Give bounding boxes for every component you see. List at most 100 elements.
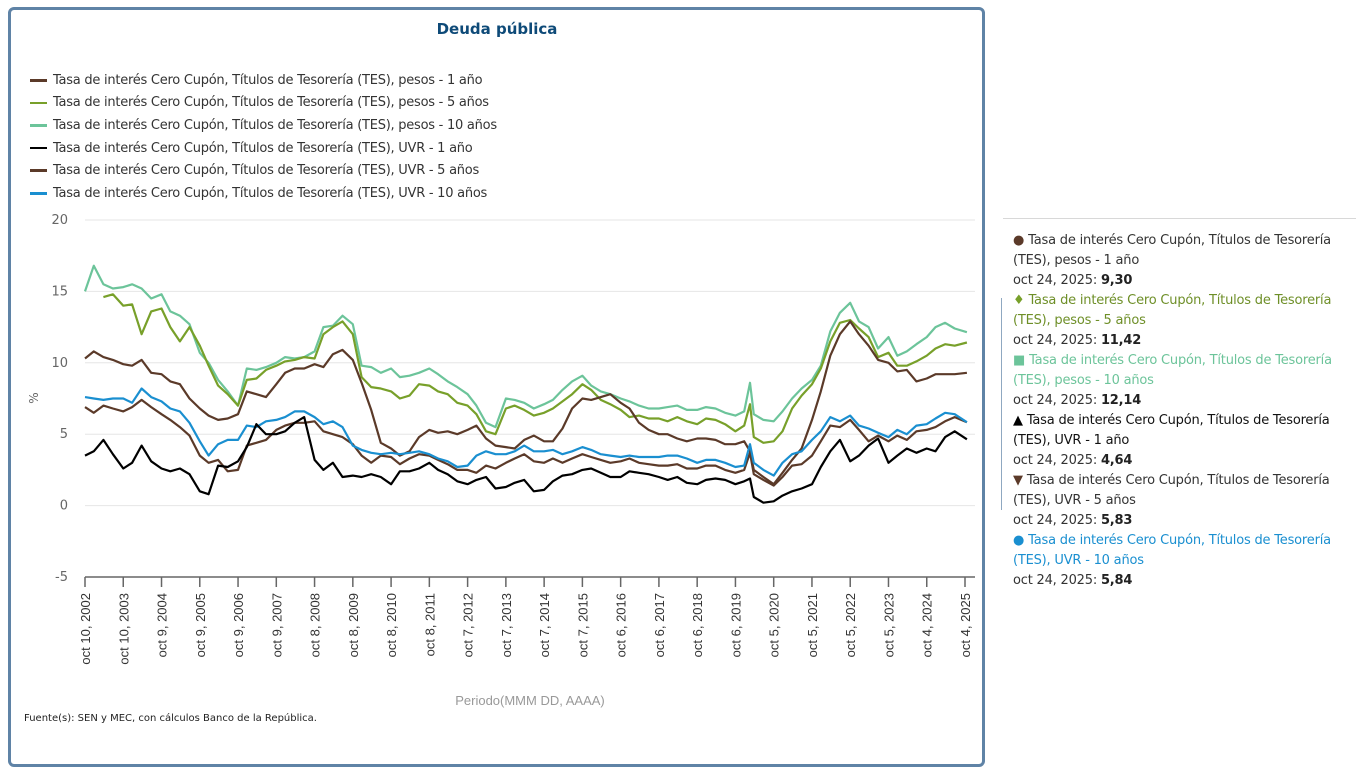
tooltip-series-name-cont: (TES), pesos - 1 año xyxy=(1013,253,1140,268)
legend-item-uvr-10[interactable]: Tasa de interés Cero Cupón, Títulos de T… xyxy=(30,182,497,205)
tooltip: ● Tasa de interés Cero Cupón, Títulos de … xyxy=(1003,218,1356,744)
x-tick-label: oct 5, 2021 xyxy=(805,593,820,657)
tooltip-series-name: Tasa de interés Cero Cupón, Títulos de T… xyxy=(1028,233,1331,248)
series-line xyxy=(84,416,968,504)
legend-item-uvr-5[interactable]: Tasa de interés Cero Cupón, Títulos de T… xyxy=(30,159,497,182)
legend-swatch-icon xyxy=(30,169,47,172)
legend-swatch-icon xyxy=(30,101,47,105)
grid-lines xyxy=(85,219,975,507)
legend-item-pesos-10[interactable]: Tasa de interés Cero Cupón, Títulos de T… xyxy=(30,114,497,137)
x-tick-label: oct 6, 2019 xyxy=(728,593,743,657)
source-note: Fuente(s): SEN y MEC, con cálculos Banco… xyxy=(24,713,317,724)
x-tick-label: oct 5, 2020 xyxy=(767,593,782,657)
tooltip-value: 5,83 xyxy=(1100,513,1133,528)
x-tick-label: oct 7, 2012 xyxy=(461,593,476,657)
series-line xyxy=(84,387,968,477)
x-tick-label: oct 9, 2006 xyxy=(231,593,246,657)
legend-item-uvr-1[interactable]: Tasa de interés Cero Cupón, Títulos de T… xyxy=(30,137,497,160)
legend-item-pesos-1[interactable]: Tasa de interés Cero Cupón, Títulos de T… xyxy=(30,69,497,92)
legend-label: Tasa de interés Cero Cupón, Títulos de T… xyxy=(53,117,497,133)
y-tick-label: 0 xyxy=(60,499,68,514)
tooltip-value: 4,64 xyxy=(1100,453,1133,468)
y-axis-ticks: -5 0 5 10 15 20 xyxy=(51,213,68,585)
legend-swatch-icon xyxy=(30,124,47,127)
tooltip-series-name-cont: (TES), pesos - 5 años xyxy=(1013,313,1146,328)
x-tick-label: oct 7, 2013 xyxy=(499,593,514,657)
tooltip-series-name: Tasa de interés Cero Cupón, Títulos de T… xyxy=(1028,293,1332,308)
tooltip-item-uvr-1: ▲ Tasa de interés Cero Cupón, Títulos de … xyxy=(1013,411,1353,471)
tooltip-item-uvr-5: ▼ Tasa de interés Cero Cupón, Títulos de … xyxy=(1013,471,1353,531)
y-axis-title: % xyxy=(27,392,41,403)
chart-legend: Tasa de interés Cero Cupón, Títulos de T… xyxy=(30,69,497,205)
x-axis-title: Periodo(MMM DD, AAAA) xyxy=(455,693,605,708)
x-tick-label: oct 9, 2004 xyxy=(155,593,170,657)
legend-swatch-icon xyxy=(30,146,47,150)
tooltip-date: oct 24, 2025: xyxy=(1013,333,1098,348)
tooltip-item-pesos-10: ■ Tasa de interés Cero Cupón, Títulos de … xyxy=(1013,351,1353,411)
series-line xyxy=(84,320,968,486)
tooltip-series-name-cont: (TES), UVR - 5 años xyxy=(1013,493,1136,508)
y-tick-label: -5 xyxy=(55,570,68,585)
tooltip-series-name: Tasa de interés Cero Cupón, Títulos de T… xyxy=(1028,533,1331,548)
circle-marker-icon: ● xyxy=(1013,533,1025,548)
y-tick-label: 5 xyxy=(60,427,68,442)
x-tick-label: oct 6, 2017 xyxy=(652,593,667,657)
triangle-down-marker-icon: ▼ xyxy=(1013,473,1023,488)
y-tick-label: 10 xyxy=(51,356,68,371)
tooltip-date: oct 24, 2025: xyxy=(1013,573,1098,588)
series-line xyxy=(103,293,968,444)
x-tick-label: oct 4, 2025 xyxy=(958,593,973,657)
x-tick-label: oct 6, 2018 xyxy=(690,593,705,657)
x-tick-label: oct 9, 2005 xyxy=(193,593,208,657)
diamond-marker-icon: ♦ xyxy=(1013,293,1025,308)
circle-marker-icon: ● xyxy=(1013,233,1025,248)
x-tick-label: oct 5, 2023 xyxy=(881,593,896,657)
tooltip-value: 12,14 xyxy=(1100,393,1142,408)
legend-label: Tasa de interés Cero Cupón, Títulos de T… xyxy=(53,72,483,88)
tooltip-rule xyxy=(1001,298,1002,510)
legend-item-pesos-5[interactable]: Tasa de interés Cero Cupón, Títulos de T… xyxy=(30,92,497,115)
chart-title: Deuda pública xyxy=(436,20,558,38)
tooltip-value: 9,30 xyxy=(1100,273,1133,288)
chart-plot[interactable]: -5 0 5 10 15 20 oct 10, 2002 oct 10, 2003 oct 9… xyxy=(0,0,990,743)
series-line xyxy=(84,398,968,487)
tooltip-date: oct 24, 2025: xyxy=(1013,453,1098,468)
x-tick-label: oct 9, 2007 xyxy=(269,593,284,657)
x-tick-label: oct 7, 2015 xyxy=(575,593,590,657)
x-tick-label: oct 7, 2014 xyxy=(537,593,552,657)
tooltip-date: oct 24, 2025: xyxy=(1013,273,1098,288)
tooltip-value: 11,42 xyxy=(1100,333,1142,348)
x-tick-label: oct 8, 2009 xyxy=(346,593,361,657)
y-tick-label: 15 xyxy=(51,284,68,299)
tooltip-item-uvr-10: ● Tasa de interés Cero Cupón, Títulos de … xyxy=(1013,531,1353,591)
tooltip-series-name: Tasa de interés Cero Cupón, Títulos de T… xyxy=(1029,353,1332,368)
tooltip-series-name: Tasa de interés Cero Cupón, Títulos de T… xyxy=(1026,413,1330,428)
legend-label: Tasa de interés Cero Cupón, Títulos de T… xyxy=(53,163,480,179)
x-tick-label: oct 4, 2024 xyxy=(920,593,935,657)
x-tick-label: oct 8, 2008 xyxy=(308,593,323,657)
x-tick-label: oct 10, 2002 xyxy=(78,593,93,665)
series-lines xyxy=(83,264,968,504)
legend-label: Tasa de interés Cero Cupón, Títulos de T… xyxy=(53,95,489,111)
tooltip-date: oct 24, 2025: xyxy=(1013,393,1098,408)
legend-swatch-icon xyxy=(30,192,47,195)
x-tick-label: oct 10, 2003 xyxy=(116,593,131,665)
x-tick-label: oct 8, 2010 xyxy=(384,593,399,657)
x-tick-label: oct 5, 2022 xyxy=(843,593,858,657)
triangle-up-marker-icon: ▲ xyxy=(1013,413,1023,428)
y-tick-label: 20 xyxy=(51,213,68,228)
legend-swatch-icon xyxy=(30,79,47,82)
x-axis: oct 10, 2002 oct 10, 2003 oct 9, 2004 oct 9… xyxy=(78,576,975,665)
x-tick-label: oct 8, 2011 xyxy=(422,593,437,656)
x-tick-label: oct 6, 2016 xyxy=(614,593,629,657)
tooltip-series-name-cont: (TES), pesos - 10 años xyxy=(1013,373,1154,388)
tooltip-date: oct 24, 2025: xyxy=(1013,513,1098,528)
tooltip-item-pesos-1: ● Tasa de interés Cero Cupón, Títulos de … xyxy=(1013,231,1353,291)
tooltip-series-name: Tasa de interés Cero Cupón, Títulos de T… xyxy=(1026,473,1330,488)
tooltip-series-name-cont: (TES), UVR - 1 año xyxy=(1013,433,1130,448)
tooltip-item-pesos-5: ♦ Tasa de interés Cero Cupón, Títulos de … xyxy=(1013,291,1353,351)
tooltip-series-name-cont: (TES), UVR - 10 años xyxy=(1013,553,1144,568)
legend-label: Tasa de interés Cero Cupón, Títulos de T… xyxy=(53,185,488,201)
legend-label: Tasa de interés Cero Cupón, Títulos de T… xyxy=(53,140,473,156)
square-marker-icon: ■ xyxy=(1013,353,1026,368)
